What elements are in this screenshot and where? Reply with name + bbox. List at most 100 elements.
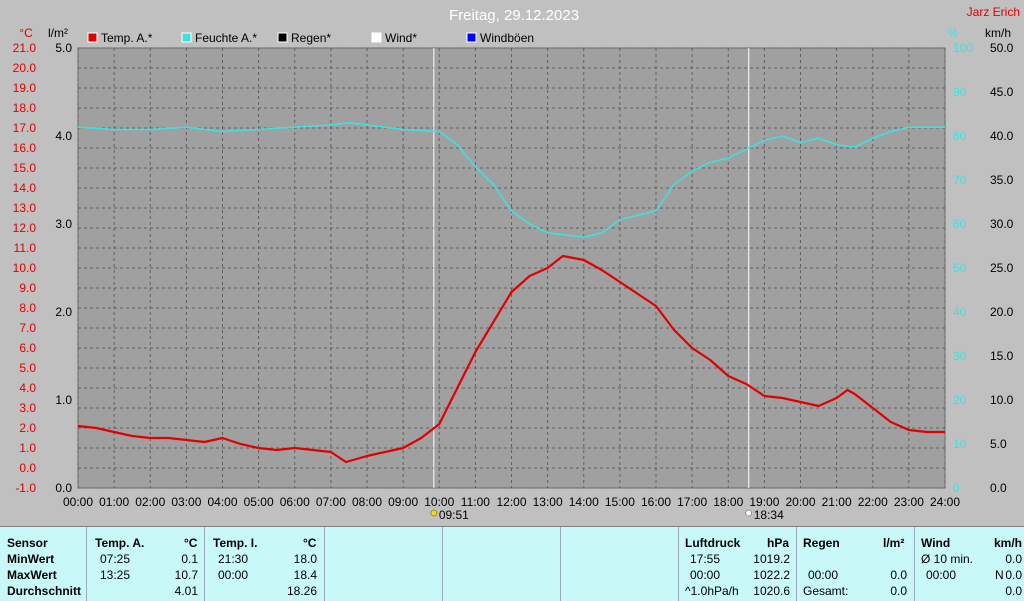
wind-tick-label: 40.0: [990, 129, 1014, 143]
temp-tick-label: 4.0: [19, 381, 36, 395]
wind-tick-label: 25.0: [990, 261, 1014, 275]
time-tick-label: 03:00: [171, 495, 201, 509]
chart-title: Freitag, 29.12.2023: [449, 7, 579, 24]
humidity-tick-label: 60: [953, 217, 967, 231]
time-tick-label: 14:00: [569, 495, 599, 509]
axis-labels: °C l/m²% km/h 21.0 20.0 19.0 18.0 17.0 16.0 15.0 1…: [13, 26, 1014, 522]
wind-tick-label: 15.0: [990, 349, 1014, 363]
time-tick-label: 04:00: [207, 495, 237, 509]
sunrise-icon: [430, 509, 438, 517]
summary-table: Sensor MinWert MaxWert Durchschnitt Temp…: [0, 526, 1024, 601]
wind-avg: 0.0: [1005, 584, 1022, 598]
time-tick-label: 20:00: [785, 495, 815, 509]
temp-tick-label: 0.0: [19, 461, 36, 475]
temp-tick-label: 11.0: [14, 241, 37, 255]
humidity-tick-label: 30: [953, 349, 967, 363]
humidity-tick-label: 70: [953, 173, 967, 187]
temp-a-max-time: 13:25: [100, 568, 131, 582]
time-tick-label: 15:00: [605, 495, 635, 509]
series-line-temp: [77, 254, 945, 464]
time-tick-label: 11:00: [461, 495, 490, 509]
temp-i-header: Temp. I.: [213, 536, 258, 550]
temp-tick-label: 15.0: [13, 161, 37, 175]
rain-tick-label: 0.0: [55, 481, 72, 495]
rain-tick-label: 3.0: [55, 217, 72, 231]
legend-label: Feuchte A.*: [195, 31, 257, 45]
time-tick-label: 06:00: [280, 495, 310, 509]
wind-tick-label: 20.0: [990, 305, 1014, 319]
rain-total-label: Gesamt:: [803, 584, 849, 598]
humidity-tick-label: 100: [953, 41, 973, 55]
legend-swatch: [87, 32, 98, 43]
temp-tick-label: 21.0: [13, 41, 37, 55]
temp-tick-label: 8.0: [19, 301, 36, 315]
wind-avg10-label: Ø 10 min.: [921, 552, 974, 566]
legend-swatch: [371, 32, 382, 43]
temp-tick-label: 16.0: [13, 141, 37, 155]
series-layer: [77, 122, 945, 464]
pressure-unit: hPa: [767, 536, 790, 550]
time-tick-label: 13:00: [533, 495, 563, 509]
humidity-tick-label: 90: [953, 85, 967, 99]
temp-i-max-time: 00:00: [218, 568, 249, 582]
time-tick-label: 24:00: [930, 495, 960, 509]
time-tick-label: 09:00: [388, 495, 418, 509]
time-tick-label: 08:00: [352, 495, 382, 509]
wind-tick-label: 10.0: [990, 393, 1014, 407]
row-label-min: MinWert: [7, 552, 55, 566]
grid: [77, 47, 946, 489]
time-tick-label: 05:00: [244, 495, 274, 509]
wind-avg10: 0.0: [1005, 552, 1022, 566]
rain-tick-label: 1.0: [55, 393, 72, 407]
temp-a-unit: °C: [184, 536, 198, 550]
time-tick-label: 17:00: [677, 495, 707, 509]
temp-tick-label: 9.0: [19, 281, 36, 295]
temp-a-header: Temp. A.: [95, 536, 145, 550]
humidity-tick-label: 20: [953, 393, 967, 407]
time-tick-label: 01:00: [99, 495, 129, 509]
time-tick-label: 19:00: [749, 495, 779, 509]
rain-header: Regen: [803, 536, 840, 550]
pressure-min: 1019.2: [753, 552, 790, 566]
series-line-hum: [77, 122, 945, 238]
time-tick-label: 22:00: [858, 495, 888, 509]
temp-i-unit: °C: [303, 536, 317, 550]
rain-tick-label: 4.0: [55, 129, 72, 143]
wind-unit: km/h: [993, 536, 1022, 550]
sunset-time-label: 18:34: [754, 508, 784, 522]
temp-tick-label: 13.0: [13, 201, 37, 215]
pressure-trend: ^1.0hPa/h: [685, 584, 739, 598]
temp-tick-label: 19.0: [13, 81, 37, 95]
temp-axis-unit: °C: [19, 26, 33, 40]
humidity-tick-label: 10: [953, 437, 967, 451]
temp-tick-label: 1.0: [19, 441, 36, 455]
temp-tick-label: 12.0: [13, 221, 37, 235]
time-tick-label: 07:00: [316, 495, 346, 509]
temp-tick-label: 10.0: [13, 261, 37, 275]
legend-label: Regen*: [291, 31, 331, 45]
wind-tick-label: 45.0: [990, 85, 1014, 99]
humidity-tick-label: 50: [953, 261, 967, 275]
temp-a-avg: 4.01: [174, 584, 198, 598]
time-tick-label: 00:00: [63, 495, 93, 509]
sunset-icon: [745, 509, 752, 517]
pressure-min-time: 17:55: [690, 552, 721, 566]
wind-max-time: 00:00: [926, 568, 957, 582]
rain-total: 0.0: [890, 584, 907, 598]
weather-chart: Freitag, 29.12.2023 Jarz Erich Temp. A.*…: [13, 5, 1020, 522]
temp-tick-label: 14.0: [13, 181, 37, 195]
temp-tick-label: 3.0: [19, 401, 36, 415]
rain-axis-unit: l/m²: [48, 26, 68, 40]
temp-tick-label: 18.0: [13, 101, 37, 115]
temp-i-min: 18.0: [293, 552, 317, 566]
time-tick-label: 21:00: [822, 495, 852, 509]
pressure-max: 1022.2: [753, 568, 790, 582]
rain-tick-label: 2.0: [55, 305, 72, 319]
rain-max: 0.0: [890, 568, 907, 582]
legend-swatch: [277, 32, 288, 43]
temp-a-max: 10.7: [174, 568, 198, 582]
author-label: Jarz Erich: [967, 5, 1020, 19]
legend-swatch: [181, 32, 192, 43]
rain-tick-label: 5.0: [55, 41, 72, 55]
time-tick-label: 23:00: [894, 495, 924, 509]
